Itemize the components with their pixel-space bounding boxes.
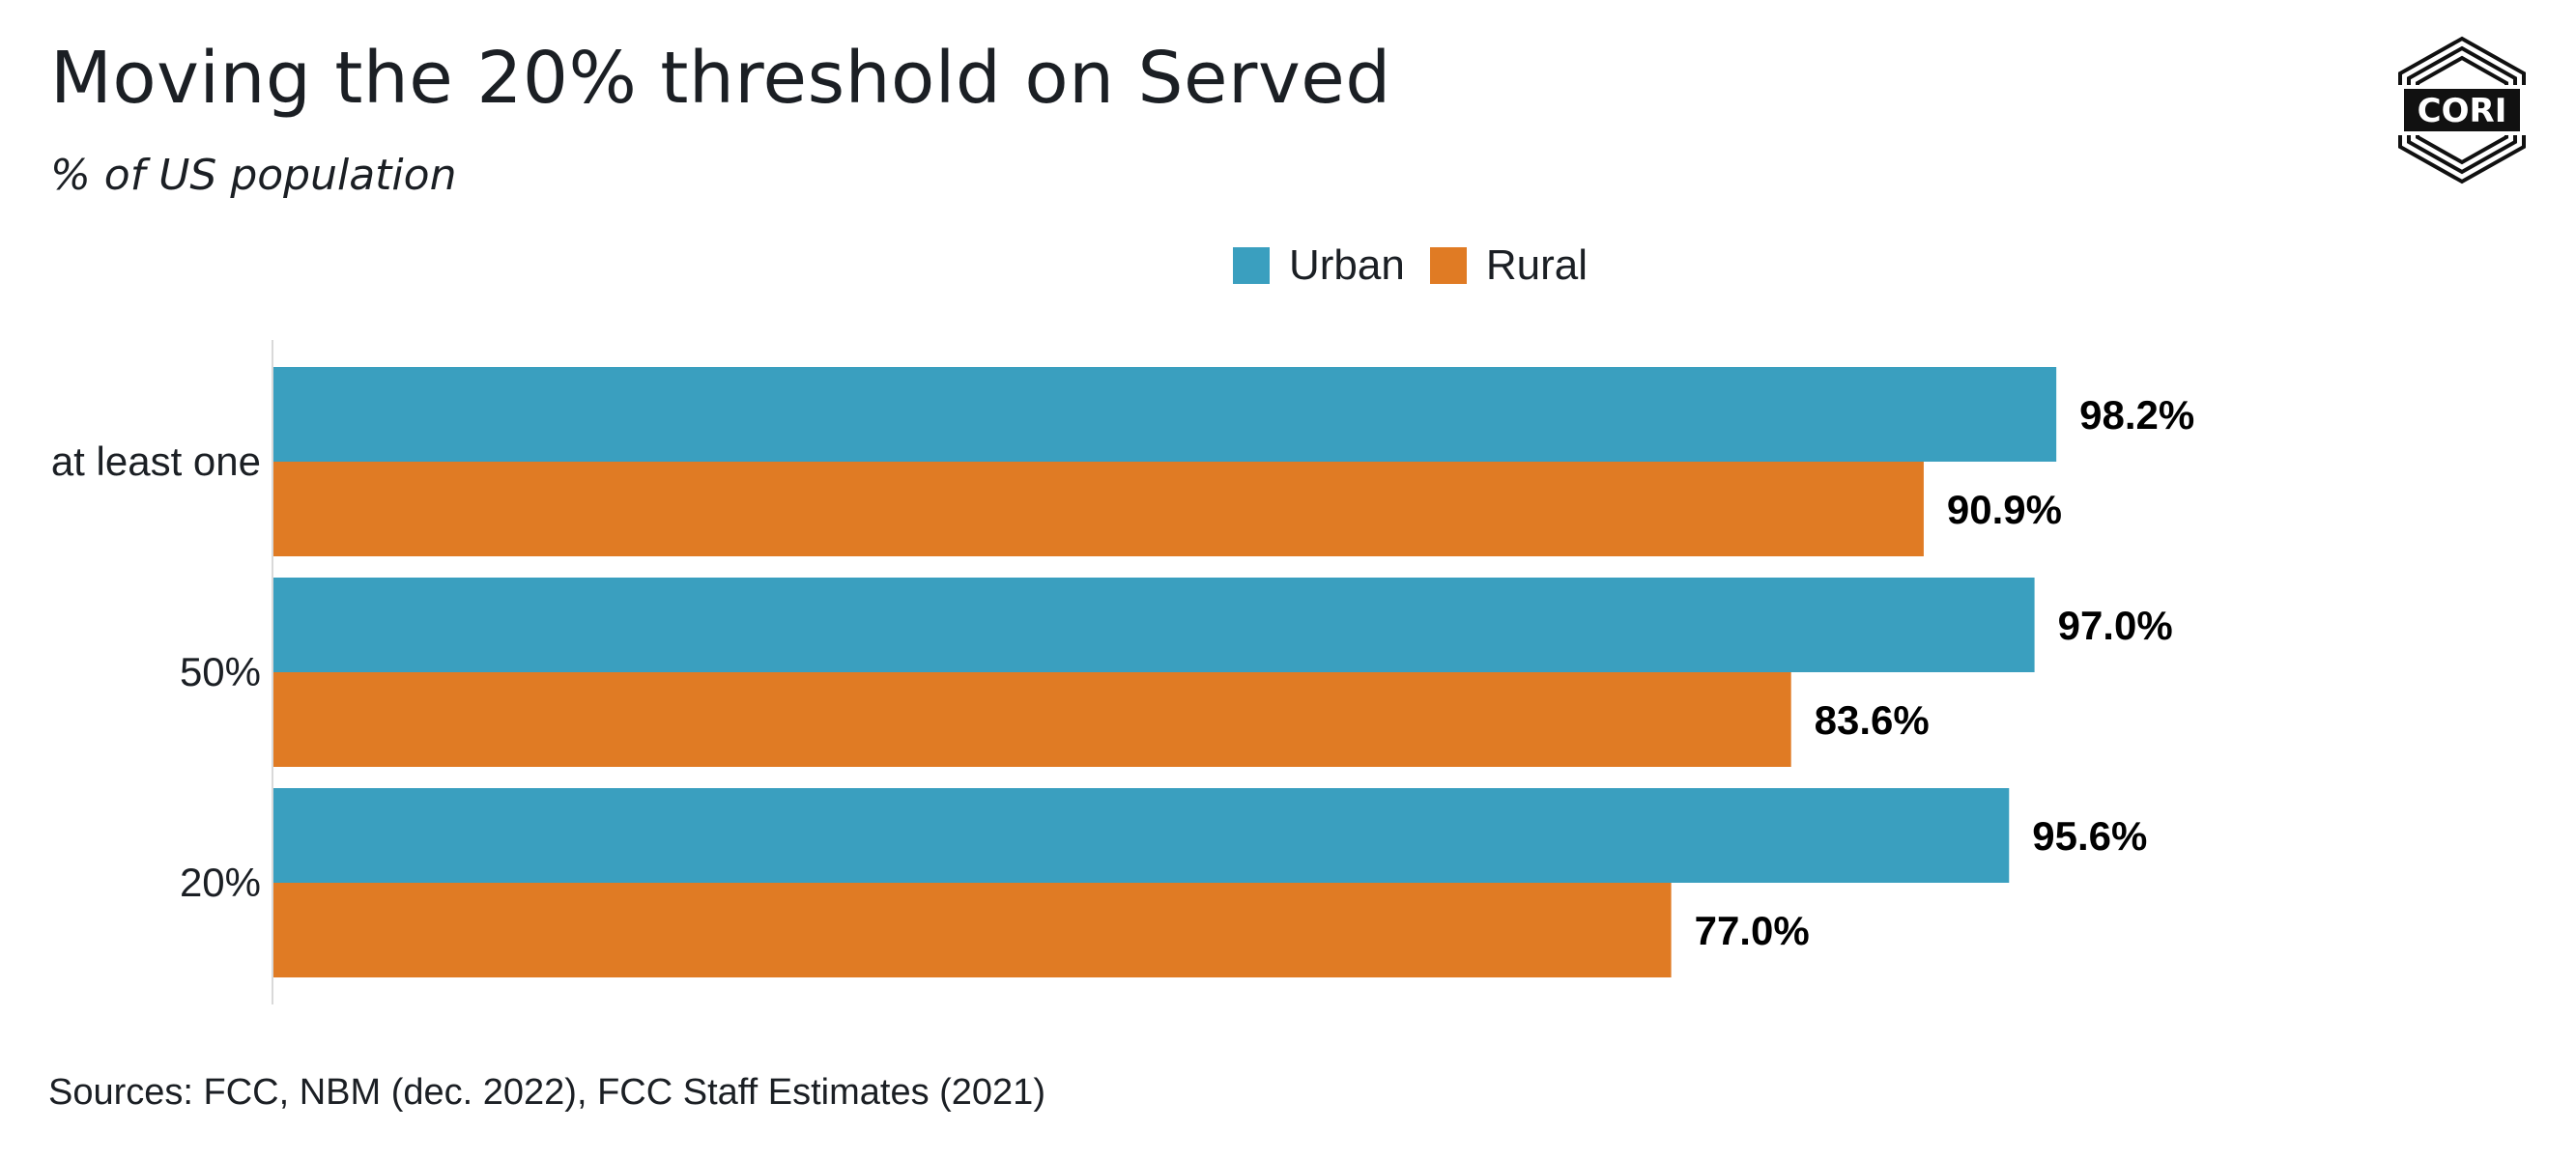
legend-swatch-rural bbox=[1429, 247, 1467, 284]
y-tick-label: 50% bbox=[180, 649, 261, 694]
chart-title: Moving the 20% threshold on Served bbox=[50, 37, 1391, 120]
bar-rural bbox=[273, 462, 1924, 556]
bar-urban bbox=[273, 578, 2035, 672]
legend-item-rural: Rural bbox=[1429, 241, 1588, 290]
logo-text: CORI bbox=[2418, 92, 2507, 130]
source-note: Sources: FCC, NBM (dec. 2022), FCC Staff… bbox=[48, 1072, 1045, 1113]
legend-item-urban: Urban bbox=[1233, 241, 1405, 290]
legend-label-rural: Rural bbox=[1485, 241, 1588, 289]
legend-label-urban: Urban bbox=[1289, 241, 1405, 289]
bar-rural bbox=[273, 672, 1791, 767]
data-label: 90.9% bbox=[1947, 487, 2062, 532]
y-tick-label: at least one bbox=[51, 438, 261, 484]
chart-subtitle: % of US population bbox=[50, 151, 457, 200]
data-label: 95.6% bbox=[2032, 813, 2147, 859]
data-label: 77.0% bbox=[1695, 908, 1810, 953]
legend: Urban Rural bbox=[1233, 240, 1613, 292]
legend-swatch-urban bbox=[1233, 247, 1270, 284]
bar-urban bbox=[273, 788, 2010, 883]
data-label: 98.2% bbox=[2079, 392, 2194, 438]
bar-rural bbox=[273, 883, 1672, 977]
data-label: 83.6% bbox=[1815, 697, 1930, 743]
bar-urban bbox=[273, 367, 2057, 462]
cori-logo: CORI bbox=[2398, 36, 2526, 184]
y-tick-label: 20% bbox=[180, 860, 261, 905]
data-label: 97.0% bbox=[2058, 603, 2173, 648]
